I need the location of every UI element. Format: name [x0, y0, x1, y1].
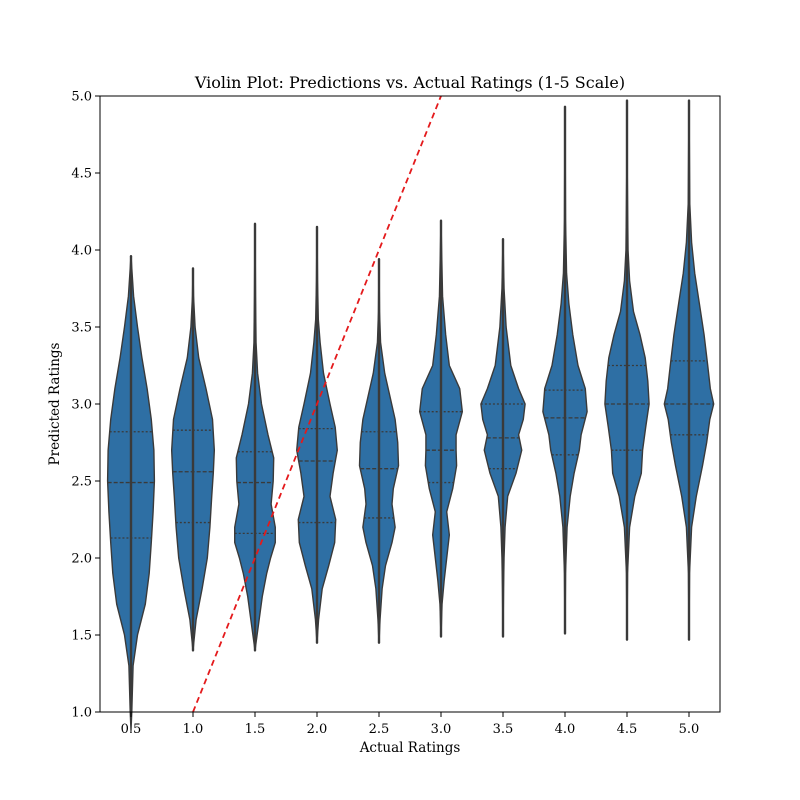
y-axis-label: Predicted Ratings — [47, 342, 63, 465]
x-tick-label-1.0: 1.0 — [183, 722, 204, 737]
reference-line — [192, 95, 442, 713]
x-tick-label-1.5: 1.5 — [245, 722, 266, 737]
violin-2.5 — [358, 258, 400, 644]
y-tick-label-4.5: 4.5 — [71, 167, 92, 182]
violin-5.0 — [663, 99, 715, 641]
x-tick-label-4.0: 4.0 — [555, 722, 576, 737]
x-tick-label-4.5: 4.5 — [617, 722, 638, 737]
violin-3.0 — [418, 219, 464, 638]
y-tick-label-2.5: 2.5 — [71, 475, 92, 490]
chart-title: Violin Plot: Predictions vs. Actual Rati… — [194, 73, 625, 92]
violin-2.0 — [296, 225, 338, 644]
x-tick-label-2.5: 2.5 — [369, 722, 390, 737]
y-tick-label-5.0: 5.0 — [71, 90, 92, 105]
y-axis: 1.0 1.5 2.0 2.5 3.0 3.5 4.0 4.5 5.0 — [71, 90, 100, 721]
x-axis-label: Actual Ratings — [359, 740, 461, 756]
y-tick-label-1.0: 1.0 — [71, 706, 92, 721]
x-tick-label-3.5: 3.5 — [493, 722, 514, 737]
violin-4.0 — [542, 105, 588, 635]
y-tick-label-4.0: 4.0 — [71, 244, 92, 259]
x-tick-label-3.0: 3.0 — [431, 722, 452, 737]
x-tick-label-0.5: 0.5 — [121, 722, 142, 737]
violin-1.0 — [170, 267, 216, 652]
x-axis: 0.5 1.0 1.5 2.0 2.5 3.0 3.5 4.0 4.5 5.0 — [121, 712, 700, 737]
y-tick-label-2.0: 2.0 — [71, 552, 92, 567]
violin-1.5 — [234, 222, 276, 652]
violin-3.5 — [480, 238, 526, 638]
y-tick-label-1.5: 1.5 — [71, 629, 92, 644]
y-tick-label-3.5: 3.5 — [71, 321, 92, 336]
reference-line-group — [192, 95, 442, 713]
violin-0.5 — [106, 254, 156, 732]
violin-4.5 — [604, 99, 650, 641]
x-tick-label-5.0: 5.0 — [679, 722, 700, 737]
y-tick-label-3.0: 3.0 — [71, 398, 92, 413]
violin-group — [106, 99, 715, 732]
x-tick-label-2.0: 2.0 — [307, 722, 328, 737]
